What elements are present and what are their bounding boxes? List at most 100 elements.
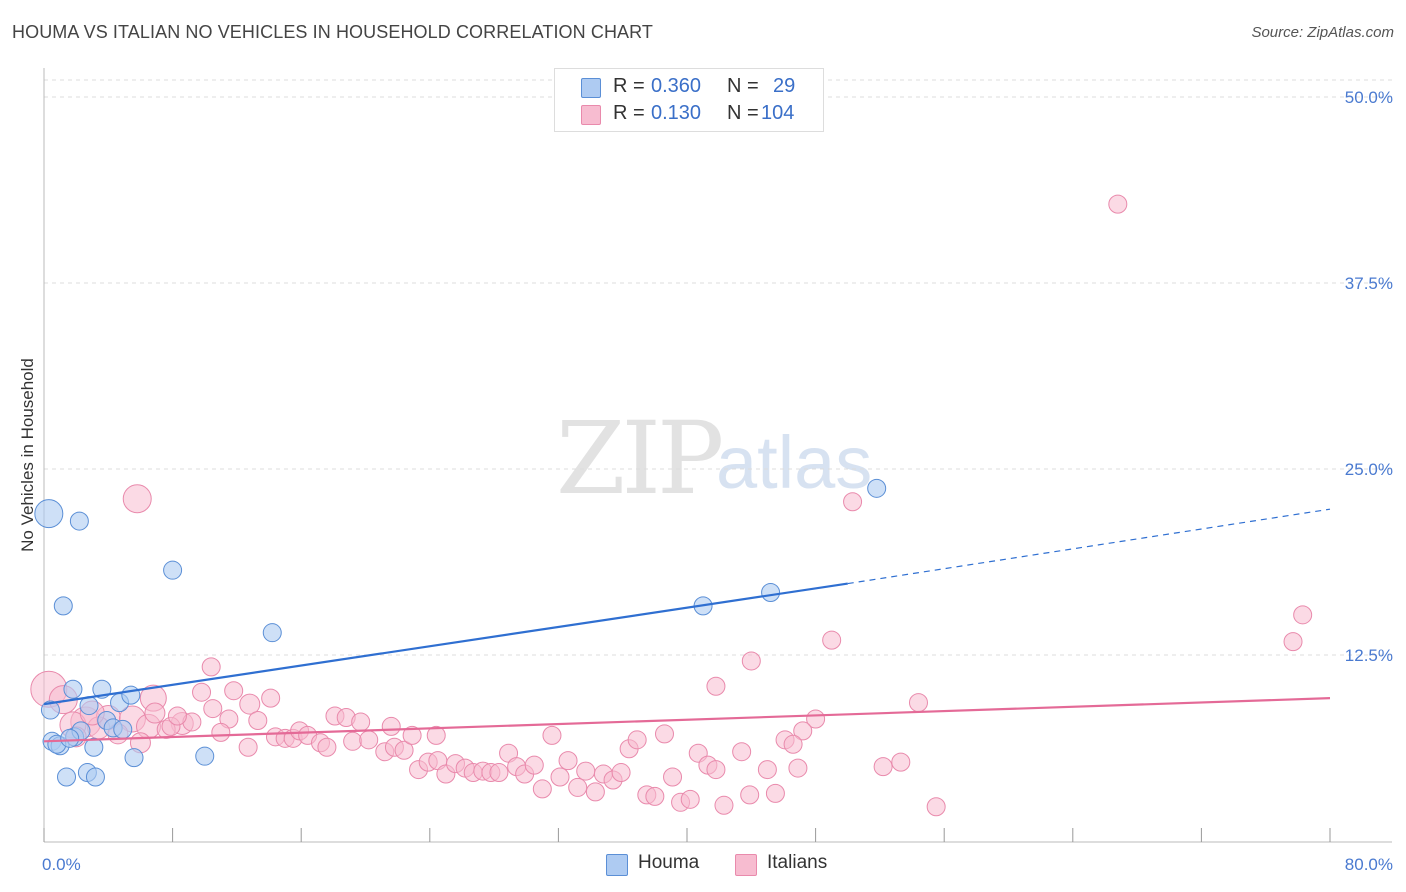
houma-point [761, 583, 781, 603]
italians-point [167, 706, 187, 726]
italians-point [144, 702, 166, 724]
italians-point [873, 757, 893, 777]
italians-point [585, 782, 605, 802]
italians-point [732, 742, 752, 762]
y-tick-label: 37.5% [1345, 274, 1393, 293]
italians-point [542, 725, 562, 745]
italians-point [714, 795, 734, 815]
houma-point [124, 748, 144, 768]
houma-trend-extension [847, 508, 1331, 585]
watermark-zip: ZIP [556, 400, 724, 517]
italians-point [426, 725, 446, 745]
italians-point [654, 724, 674, 744]
stats-legend: R = 0.360 N = 29 R = 0.130 N = 104 [554, 68, 824, 132]
italians-point [248, 710, 268, 730]
italians-point [211, 722, 231, 742]
italians-point [224, 681, 244, 701]
italians-point [201, 657, 221, 677]
italians-point [891, 752, 911, 772]
y-tick-label: 25.0% [1345, 460, 1393, 479]
legend-r-label: R = [613, 102, 645, 124]
chart-title: HOUMA VS ITALIAN NO VEHICLES IN HOUSEHOL… [12, 22, 654, 42]
source-label: Source: ZipAtlas.com [1251, 24, 1394, 41]
italians-point [203, 699, 223, 719]
italians-point [757, 760, 777, 780]
italians-point [908, 693, 928, 713]
houma-trend-line [43, 582, 848, 706]
legend-r-label: R = [613, 75, 645, 97]
houma-point [163, 560, 183, 580]
legend-r-value: 0.360 [651, 75, 702, 97]
grid-layer [44, 79, 1392, 656]
legend-n-value: 29 [773, 75, 796, 97]
italians-point [1283, 632, 1303, 652]
italians-point [788, 758, 808, 778]
x-tick-label: 0.0% [42, 855, 81, 874]
houma-points [34, 478, 887, 787]
houma-legend-label[interactable]: Houma [638, 852, 700, 873]
italians-point [611, 763, 631, 783]
italians-point [1293, 605, 1313, 625]
houma-point [53, 596, 73, 616]
italians-point [524, 755, 544, 775]
y-axis-label: No Vehicles in Household [18, 358, 37, 552]
watermark-atlas: atlas [716, 421, 873, 504]
italians-point [359, 730, 379, 750]
italians-point [576, 761, 596, 781]
italians-point [394, 740, 414, 760]
houma-point [84, 737, 104, 757]
legend-n-label: N = [727, 75, 759, 97]
italians-point [351, 712, 371, 732]
series-legend: Houma Italians [0, 852, 1406, 878]
italians-point [822, 630, 842, 650]
x-tick-label: 80.0% [1345, 855, 1393, 874]
y-tick-label: 50.0% [1345, 88, 1393, 107]
houma-point [113, 719, 133, 739]
houma-point [867, 478, 887, 498]
houma-point [57, 767, 77, 787]
tick-labels: 12.5% 25.0% 37.5% 50.0% 0.0% 80.0% [42, 88, 1393, 874]
italians-point [122, 484, 152, 514]
italians-point [663, 767, 683, 787]
italians-point [550, 767, 570, 787]
italians-point [568, 777, 588, 797]
italians-point [558, 751, 578, 771]
houma-point [40, 700, 60, 720]
houma-point [60, 728, 80, 748]
italians-point [740, 785, 760, 805]
houma-point [69, 511, 89, 531]
italians-point [317, 737, 337, 757]
italians-trend-line [43, 697, 1331, 743]
italians-point [680, 789, 700, 809]
italians-swatch [581, 105, 601, 125]
italians-point [192, 682, 212, 702]
houma-point [63, 679, 83, 699]
italians-point [239, 693, 261, 715]
italians-point [343, 731, 363, 751]
legend-n-label: N = [727, 102, 759, 124]
italians-point [706, 676, 726, 696]
italians-legend-swatch[interactable] [735, 854, 757, 876]
legend-row-italians: R = 0.130 N = 104 [555, 102, 823, 128]
italians-points [30, 194, 1313, 817]
houma-legend-swatch[interactable] [606, 854, 628, 876]
houma-point [121, 685, 141, 705]
italians-point [765, 783, 785, 803]
italians-point [238, 737, 258, 757]
houma-point [262, 623, 282, 643]
houma-point [34, 499, 64, 529]
italians-legend-label[interactable]: Italians [767, 852, 828, 873]
italians-point [627, 730, 647, 750]
axis-layer [43, 68, 1392, 843]
italians-point [489, 763, 509, 783]
legend-r-value: 0.130 [651, 102, 702, 124]
italians-point [381, 716, 401, 736]
italians-point [1108, 194, 1128, 214]
italians-point [926, 797, 946, 817]
italians-point [793, 721, 813, 741]
italians-point [402, 725, 422, 745]
houma-point [195, 746, 215, 766]
legend-n-value: 104 [761, 102, 795, 124]
italians-point [783, 734, 803, 754]
